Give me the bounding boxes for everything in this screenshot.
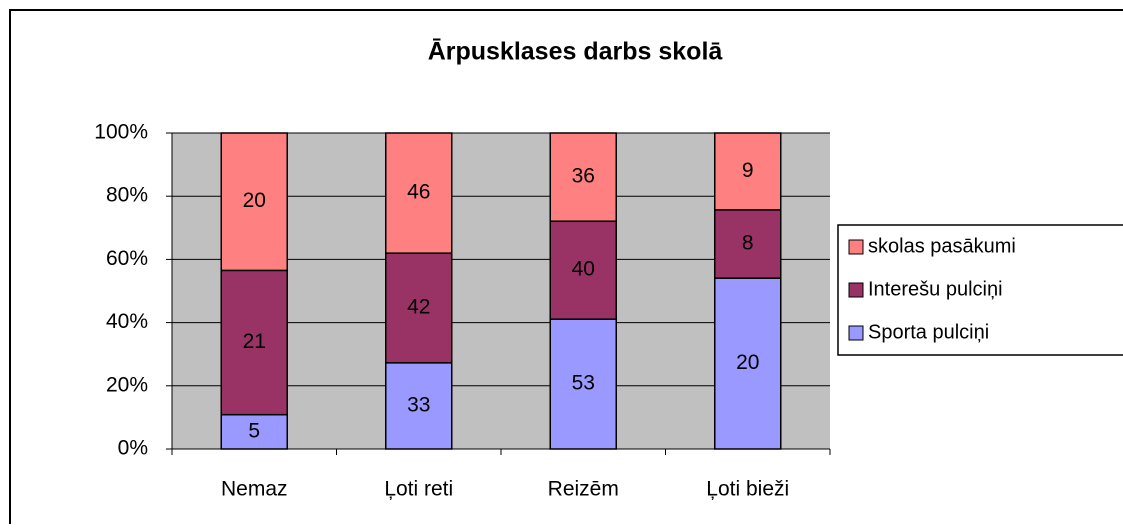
data-label: 20: [736, 351, 759, 374]
data-label: 8: [742, 232, 754, 255]
legend-swatch: [848, 239, 864, 255]
legend-label: skolas pasākumi: [868, 235, 1016, 257]
data-label: 42: [407, 296, 430, 319]
bar-segment: [385, 362, 453, 450]
x-tick-label: Nemaz: [221, 478, 288, 501]
data-label: 21: [243, 330, 266, 353]
data-label: 9: [742, 159, 754, 182]
x-tick-label: Ļoti bieži: [706, 478, 789, 501]
data-label: 33: [407, 393, 430, 416]
data-label: 20: [243, 189, 266, 212]
legend-box: [837, 224, 1123, 356]
y-tick-label: 20%: [106, 373, 148, 396]
data-label: 5: [248, 419, 260, 442]
data-label: 40: [572, 258, 595, 281]
bar-segment: [220, 269, 288, 416]
y-tick-label: 80%: [106, 184, 148, 207]
bar-segment: [220, 132, 288, 272]
x-tick-label: Reizēm: [548, 478, 619, 501]
bar-segment: [714, 209, 782, 279]
data-label: 46: [407, 181, 430, 204]
data-label: 53: [572, 372, 595, 395]
bar-segment: [549, 220, 617, 320]
y-tick-label: 60%: [106, 247, 148, 270]
chart-title: Ārpusklases darbs skolā: [428, 38, 724, 66]
x-tick-label: Ļoti reti: [384, 478, 453, 501]
bar-segment: [385, 132, 453, 254]
data-label: 36: [572, 165, 595, 188]
bar-segment: [714, 132, 782, 211]
y-tick-label: 100%: [94, 121, 148, 144]
legend-label: Interešu pulciņi: [868, 278, 1003, 300]
legend-label: Sporta pulciņi: [868, 321, 989, 343]
legend-swatch: [848, 282, 864, 298]
legend-swatch: [848, 325, 864, 341]
bar-segment: [549, 132, 617, 222]
bar-segment: [714, 277, 782, 450]
y-tick-label: 40%: [106, 310, 148, 333]
bar-segment: [549, 318, 617, 450]
y-tick-label: 0%: [118, 437, 148, 460]
